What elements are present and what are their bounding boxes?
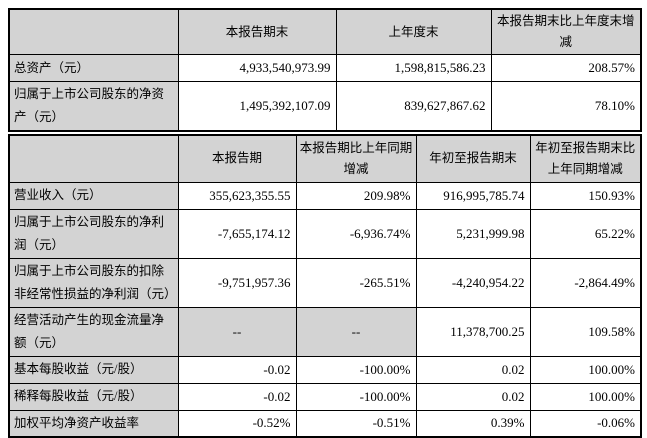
value-cell: 839,627,867.62: [335, 81, 492, 132]
value-cell: -265.51%: [295, 257, 417, 308]
row-label: 总资产（元）: [8, 54, 179, 82]
value-cell: 0.02: [415, 382, 531, 411]
value-cell: -0.51%: [295, 409, 417, 438]
value-cell: -6,936.74%: [295, 208, 417, 259]
value-cell: 0.39%: [415, 409, 531, 438]
header-cell-blank: [8, 134, 179, 183]
value-cell: 100.00%: [529, 355, 642, 384]
table-row-net-assets: 归属于上市公司股东的净资产（元） 1,495,392,107.09 839,62…: [8, 81, 642, 132]
table-row-basic-eps: 基本每股收益（元/股） -0.02 -100.00% 0.02 100.00%: [8, 355, 642, 384]
value-cell: 916,995,785.74: [415, 181, 531, 210]
header-cell-change-vs-prior-year-end: 本报告期末比上年度末增减: [490, 8, 642, 55]
value-cell: 109.58%: [529, 306, 642, 357]
not-applicable-cell: --: [177, 306, 297, 357]
header-cell-year-to-date: 年初至报告期末: [415, 134, 531, 183]
value-cell: 209.98%: [295, 181, 417, 210]
table-row-net-profit: 归属于上市公司股东的净利润（元） -7,655,174.12 -6,936.74…: [8, 208, 642, 259]
value-cell: 100.00%: [529, 382, 642, 411]
header-cell-blank: [8, 8, 179, 55]
header-cell-prior-year-end: 上年度末: [335, 8, 492, 55]
table-row-total-assets: 总资产（元） 4,933,540,973.99 1,598,815,586.23…: [8, 54, 642, 82]
value-cell: 65.22%: [529, 208, 642, 259]
period-end-summary-table: 本报告期末 上年度末 本报告期末比上年度末增减 总资产（元） 4,933,540…: [8, 8, 642, 132]
table-row-operating-cash-flow: 经营活动产生的现金流量净额（元） -- -- 11,378,700.25 109…: [8, 306, 642, 357]
table-header-row: 本报告期末 上年度末 本报告期末比上年度末增减: [8, 8, 642, 55]
row-label: 归属于上市公司股东的净利润（元）: [8, 208, 179, 259]
table-header-row: 本报告期 本报告期比上年同期增减 年初至报告期末 年初至报告期末比上年同期增减: [8, 134, 642, 183]
value-cell: 208.57%: [490, 54, 642, 82]
row-label: 基本每股收益（元/股）: [8, 355, 179, 384]
value-cell: -4,240,954.22: [415, 257, 531, 308]
row-label: 加权平均净资产收益率: [8, 409, 179, 438]
value-cell: -100.00%: [295, 382, 417, 411]
reporting-period-summary-table: 本报告期 本报告期比上年同期增减 年初至报告期末 年初至报告期末比上年同期增减 …: [8, 134, 642, 438]
row-label: 营业收入（元）: [8, 181, 179, 210]
value-cell: -100.00%: [295, 355, 417, 384]
value-cell: 78.10%: [490, 81, 642, 132]
value-cell: 11,378,700.25: [415, 306, 531, 357]
value-cell: 5,231,999.98: [415, 208, 531, 259]
value-cell: -2,864.49%: [529, 257, 642, 308]
value-cell: 0.02: [415, 355, 531, 384]
header-cell-current-period-end: 本报告期末: [177, 8, 337, 55]
table-row-weighted-avg-roe: 加权平均净资产收益率 -0.52% -0.51% 0.39% -0.06%: [8, 409, 642, 438]
not-applicable-cell: --: [295, 306, 417, 357]
value-cell: -0.02: [177, 382, 297, 411]
header-cell-current-period: 本报告期: [177, 134, 297, 183]
value-cell: -0.02: [177, 355, 297, 384]
value-cell: 355,623,355.55: [177, 181, 297, 210]
value-cell: -0.52%: [177, 409, 297, 438]
value-cell: 1,598,815,586.23: [335, 54, 492, 82]
table-row-net-profit-excl-nonrecurring: 归属于上市公司股东的扣除非经常性损益的净利润（元） -9,751,957.36 …: [8, 257, 642, 308]
table-row-diluted-eps: 稀释每股收益（元/股） -0.02 -100.00% 0.02 100.00%: [8, 382, 642, 411]
value-cell: 1,495,392,107.09: [177, 81, 337, 132]
table-row-operating-revenue: 营业收入（元） 355,623,355.55 209.98% 916,995,7…: [8, 181, 642, 210]
row-label: 稀释每股收益（元/股）: [8, 382, 179, 411]
header-cell-ytd-change-vs-same-period: 年初至报告期末比上年同期增减: [529, 134, 642, 183]
row-label: 归属于上市公司股东的扣除非经常性损益的净利润（元）: [8, 257, 179, 308]
value-cell: -9,751,957.36: [177, 257, 297, 308]
value-cell: 150.93%: [529, 181, 642, 210]
row-label: 归属于上市公司股东的净资产（元）: [8, 81, 179, 132]
header-cell-change-vs-same-period: 本报告期比上年同期增减: [295, 134, 417, 183]
value-cell: 4,933,540,973.99: [177, 54, 337, 82]
value-cell: -0.06%: [529, 409, 642, 438]
row-label: 经营活动产生的现金流量净额（元）: [8, 306, 179, 357]
value-cell: -7,655,174.12: [177, 208, 297, 259]
